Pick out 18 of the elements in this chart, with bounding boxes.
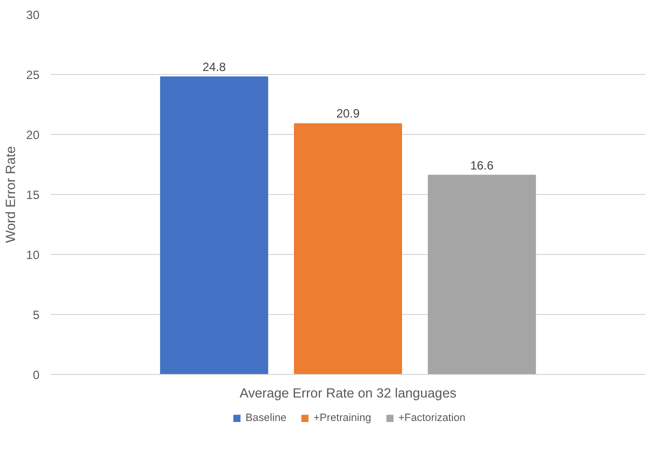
data-label: 20.9 [336,106,360,121]
y-tick-label: 25 [26,68,40,82]
y-tick-label: 30 [26,8,40,22]
y-tick-label: 5 [32,308,40,322]
y-tick-label: 0 [32,368,40,382]
legend-label: +Factorization [398,412,466,424]
data-label: 24.8 [202,60,226,74]
y-tick-label: 20 [26,128,40,142]
data-label: 16.6 [470,158,494,172]
bar [160,76,268,374]
bar [294,123,402,374]
legend-label: Baseline [246,412,286,424]
bar [428,174,536,374]
x-tick-label: Average Error Rate on 32 languages [240,386,457,400]
y-tick-label: 15 [26,188,40,202]
y-tick-label: 10 [26,248,40,262]
y-axis-title: Word Error Rate [3,146,18,243]
legend-label: +Pretraining [313,412,372,424]
